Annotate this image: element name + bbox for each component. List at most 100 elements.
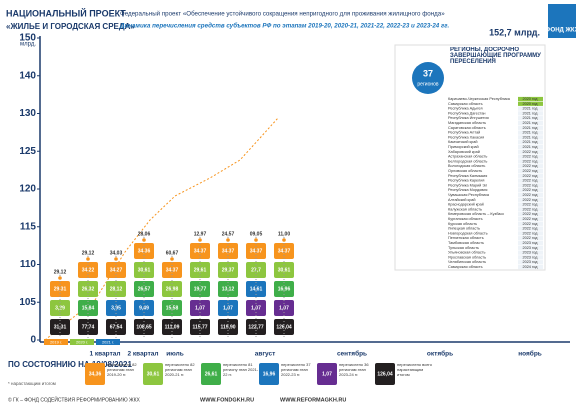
box-label: 34,37 xyxy=(166,267,179,273)
region-year-bg xyxy=(518,240,543,246)
region-year-bg xyxy=(518,207,543,212)
box-label: 77,74 xyxy=(82,324,95,330)
site1: WWW.FONDGKH.RU xyxy=(200,397,254,403)
x-label: сентябрь xyxy=(337,350,367,358)
year-box xyxy=(96,339,120,345)
box-label: 26,57 xyxy=(138,286,151,292)
region-year-bg xyxy=(518,236,543,241)
box xyxy=(218,300,238,316)
box xyxy=(134,300,154,316)
region-year: 2022 год xyxy=(522,207,538,211)
box-label: 13,12 xyxy=(222,286,235,292)
region-year: 2020 год xyxy=(522,97,538,101)
legend-text: перечислено всего нарастающим итогом xyxy=(397,363,433,377)
region-year: 2021 год xyxy=(522,116,538,120)
box xyxy=(50,281,70,297)
region-year-bg xyxy=(518,245,543,250)
legend-text-box: перечислено всего нарастающим итогом xyxy=(397,363,433,377)
point xyxy=(58,276,62,280)
region: Краснодарский край xyxy=(448,203,484,207)
box-label: 67,54 xyxy=(110,324,123,330)
box xyxy=(190,300,210,316)
box xyxy=(274,300,294,316)
legend-swatch xyxy=(317,363,337,385)
box-label: 14,61 xyxy=(250,286,263,292)
box-label: 15,58 xyxy=(166,305,179,311)
box-label: 31,31 xyxy=(54,324,67,330)
box-label: 34,27 xyxy=(110,267,123,273)
region: Республика Адыгея xyxy=(448,107,483,111)
x-label: ноябрь xyxy=(518,350,542,358)
region: Ульяновская область xyxy=(448,251,486,255)
region: Астраханская область xyxy=(448,155,487,159)
box-label: 1,07 xyxy=(251,305,261,311)
box-label: 34,37 xyxy=(194,248,207,254)
y-tick-label: 125 xyxy=(19,146,36,157)
region-year: 2022 год xyxy=(522,236,538,240)
legend-swatch xyxy=(201,363,221,385)
box xyxy=(162,319,182,335)
region-year-bg xyxy=(518,250,543,255)
copyright: © ГК – ФОНД СОДЕЙСТВИЯ РЕФОРМИРОВАНИЮ ЖК… xyxy=(8,395,141,403)
region-year: 2021 год xyxy=(522,131,538,135)
region-year-bg xyxy=(518,197,543,202)
region: Камчатский край xyxy=(448,140,478,144)
region-year: 2022 год xyxy=(522,198,538,202)
region: Алтайский край xyxy=(448,198,476,202)
region-year-bg xyxy=(518,260,543,265)
region-year-bg xyxy=(518,120,543,126)
region-year-bg xyxy=(518,164,543,169)
box xyxy=(246,300,266,316)
status: ПО СОСТОЯНИЮ НА 19/08/2021 xyxy=(8,360,132,369)
region-year: 2023 год xyxy=(522,251,538,255)
box-label: 29,31 xyxy=(54,286,67,292)
box-label: 15,84 xyxy=(82,305,95,311)
legend-swatch xyxy=(375,363,395,385)
column-total: 28,06 xyxy=(138,231,151,237)
column-total: 60,67 xyxy=(166,250,179,256)
box-label: 16,96 xyxy=(278,286,291,292)
region-year: 2021 год xyxy=(522,145,538,149)
region-year-bg xyxy=(518,188,543,193)
region-year-bg xyxy=(518,226,543,231)
point xyxy=(86,257,90,261)
region-year: 2021 год xyxy=(522,126,538,130)
legend-text: перечислено 82 регионам этап 2019-20 гг. xyxy=(107,363,137,377)
box-label: 1,07 xyxy=(279,305,289,311)
logo: ФОНД ЖКХ xyxy=(545,28,578,34)
region-year-bg xyxy=(518,178,543,183)
box xyxy=(78,262,98,278)
region-year-bg xyxy=(518,159,543,164)
box xyxy=(190,243,210,259)
box xyxy=(78,319,98,335)
region-year-bg xyxy=(518,202,543,207)
region: Магаданская область xyxy=(448,121,486,125)
legend-sample: 16,96 xyxy=(263,371,276,377)
box-label: 3,95 xyxy=(111,305,121,311)
legend-sample: 1,07 xyxy=(322,371,332,377)
region-year: 2023 год xyxy=(522,246,538,250)
point xyxy=(226,238,230,242)
point xyxy=(282,238,286,242)
region: Курская область xyxy=(448,222,477,226)
region-year: 2021 год xyxy=(522,140,538,144)
box-label: 34,22 xyxy=(82,267,95,273)
region-year: 2022 год xyxy=(522,231,538,235)
region-year: 2024 год xyxy=(522,265,538,269)
year: 2021 г. xyxy=(102,340,114,345)
box-label: 34,37 xyxy=(278,248,291,254)
y-tick-label: 115 xyxy=(20,221,37,232)
region-year-bg xyxy=(518,255,543,260)
region-year-bg xyxy=(518,144,543,150)
point xyxy=(254,238,258,242)
legend-text-box: перечислено 82 регионам этап 2019-20 гг. xyxy=(107,363,137,377)
column-total: 29,12 xyxy=(82,250,95,256)
unit: млрд. xyxy=(20,42,36,48)
column-total: 09,05 xyxy=(250,231,263,237)
year-box xyxy=(44,339,68,345)
box xyxy=(106,262,126,278)
region: Республика Дагестан xyxy=(448,111,486,115)
legend-sample: 126,04 xyxy=(377,371,393,377)
federal: Федеральный проект «Обеспечение устойчив… xyxy=(120,11,445,18)
region-year: 2022 год xyxy=(522,150,538,154)
